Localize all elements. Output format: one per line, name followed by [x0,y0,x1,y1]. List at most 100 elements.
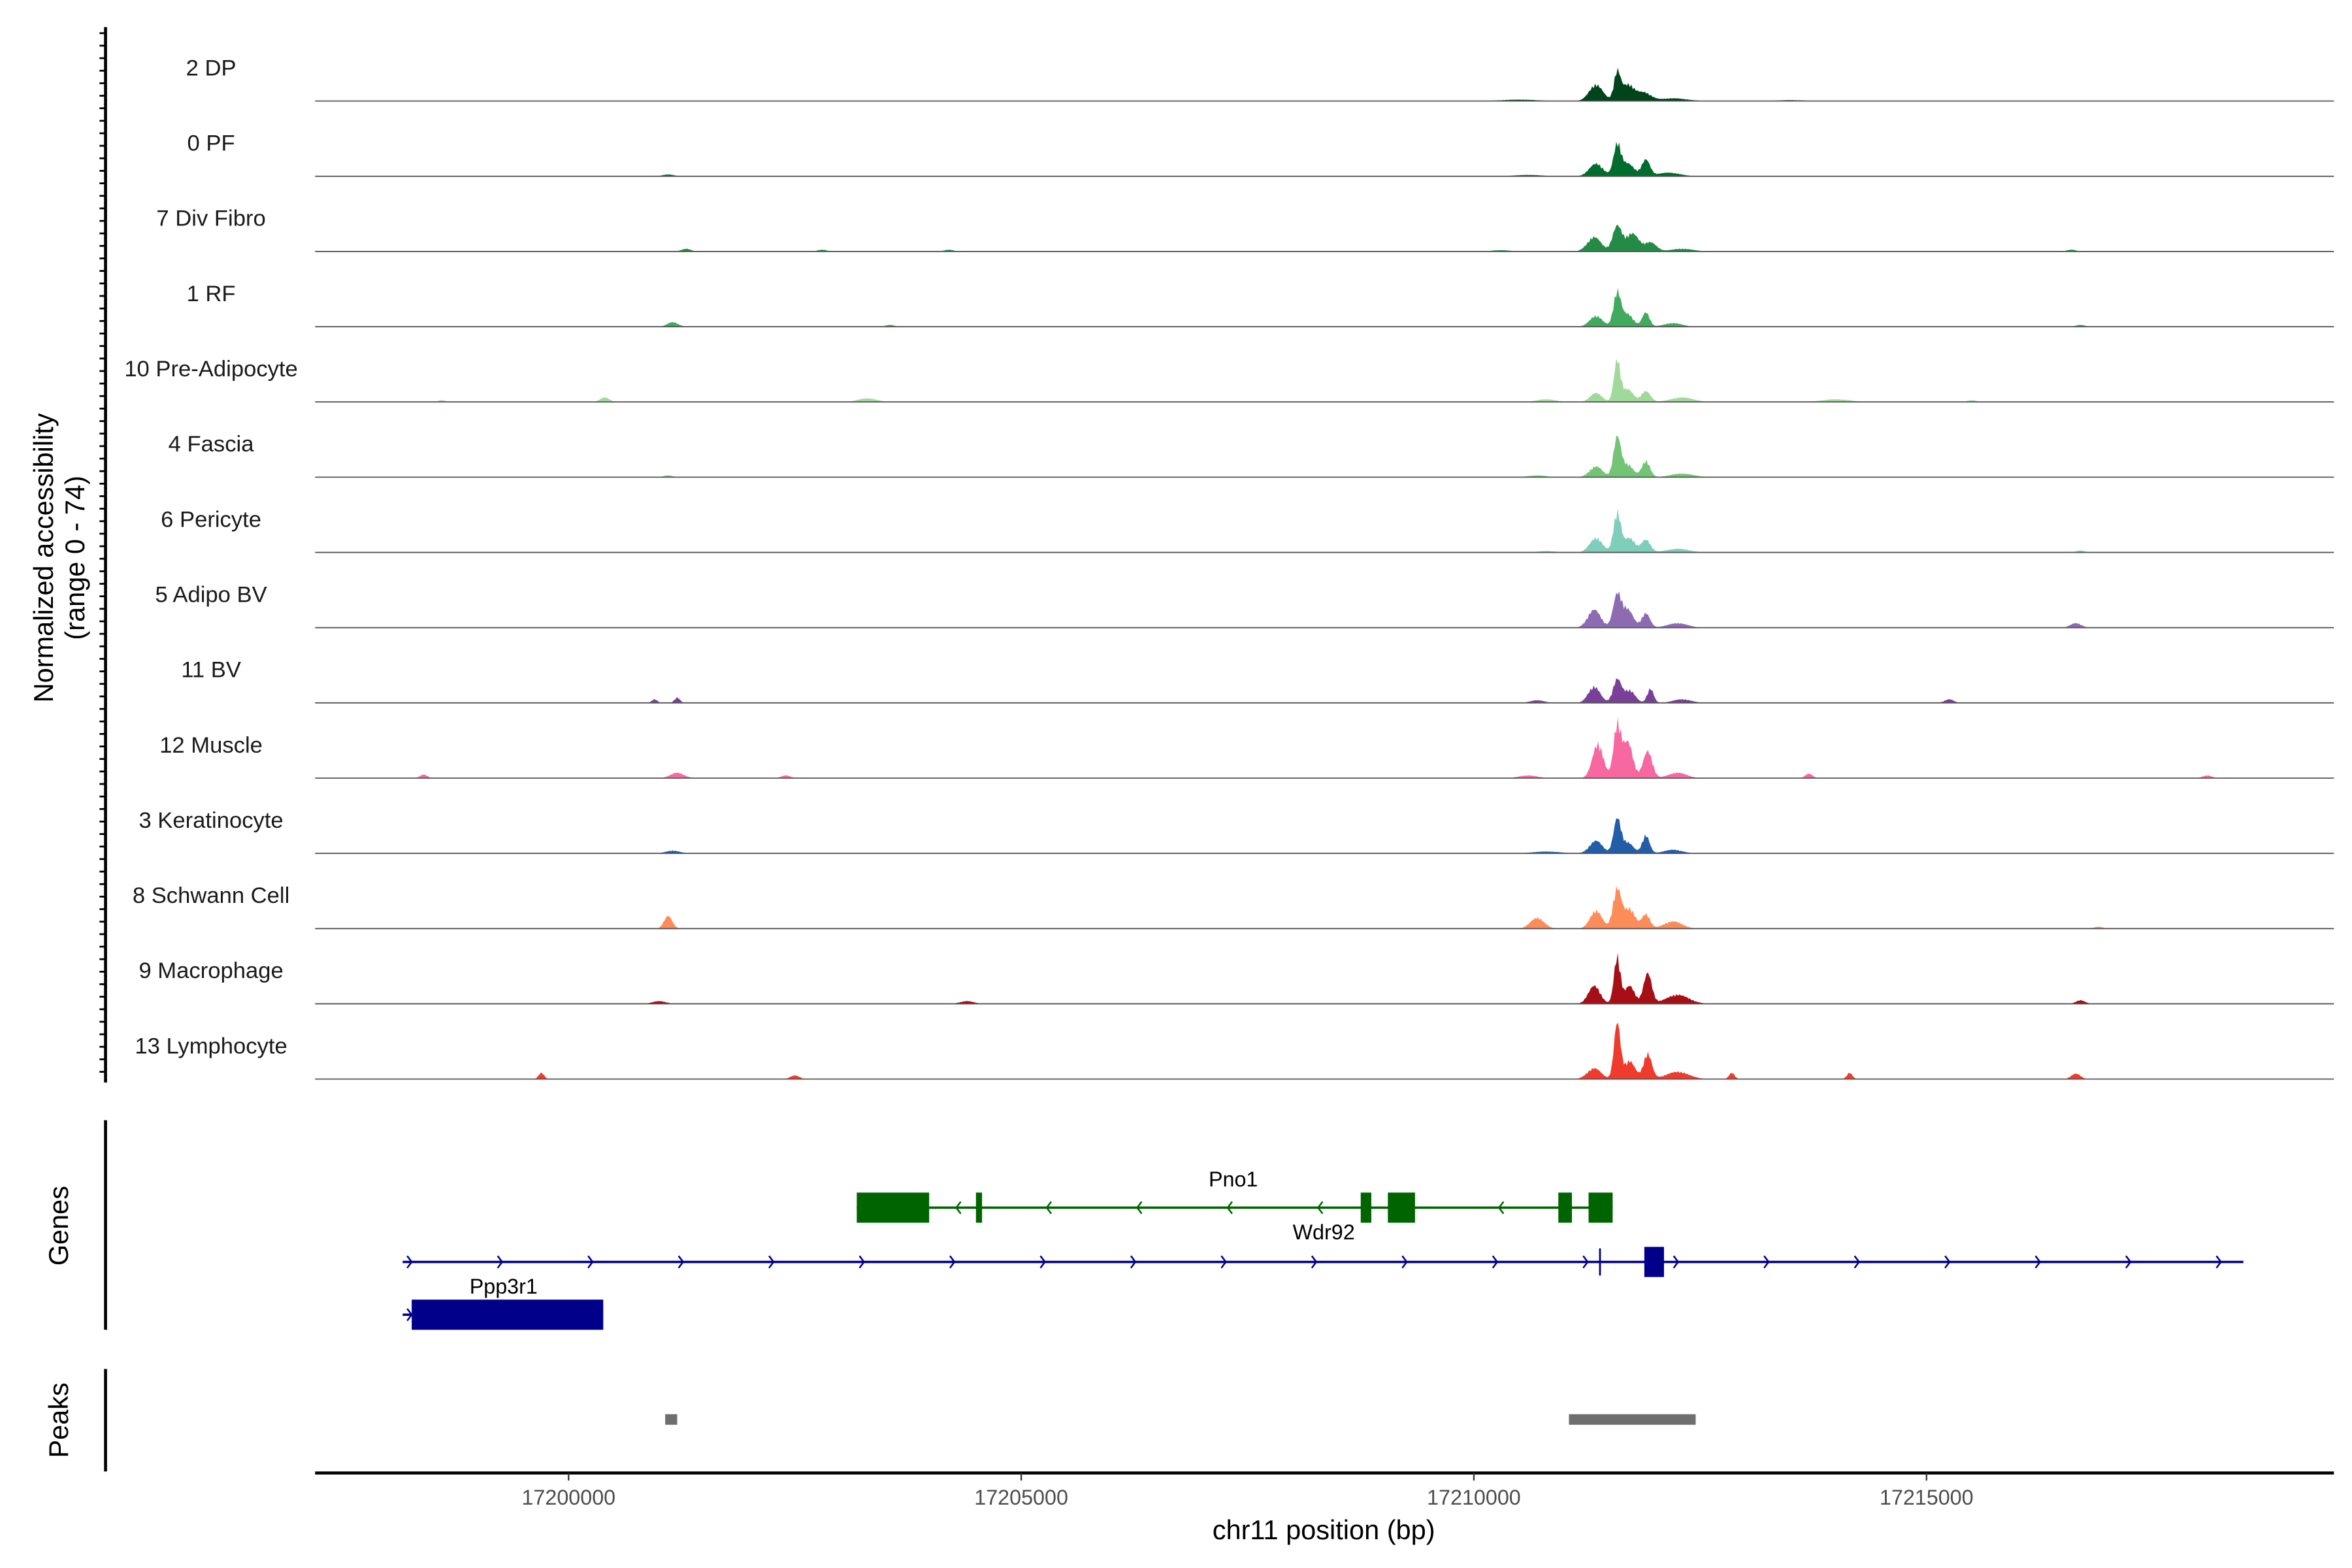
gene-ppp3r1: Ppp3r1 [402,1275,604,1330]
strand-arrow-right-icon [1944,1255,1951,1269]
strand-arrow-right-icon [406,1255,413,1269]
strand-arrow-right-icon [1130,1255,1137,1269]
strand-arrow-right-icon [2215,1255,2222,1269]
coverage-tracks: 2 DP 0 PF 7 Div Fibro 1 RF 10 Pre-Adipocyte 4… [124,56,2334,1080]
strand-arrow-right-icon [1401,1255,1408,1269]
strand-arrow-right-icon [1311,1255,1318,1269]
strand-arrow-left-icon [1045,1201,1053,1215]
track-6-pericyte: 6 Pericyte [161,507,2334,553]
strand-arrow-left-icon [1497,1201,1505,1215]
track-7-div-fibro: 7 Div Fibro [156,206,2334,252]
strand-arrow-right-icon [2034,1255,2042,1269]
peak-region [665,1414,678,1425]
strand-arrow-right-icon [1492,1255,1499,1269]
track-12-muscle: 12 Muscle [159,717,2334,779]
y-axis-ticks [99,32,106,1073]
coverage-area [315,591,2334,628]
coverage-area [315,358,2334,402]
strand-arrow-right-icon [497,1255,504,1269]
track-label: 12 Muscle [159,733,263,758]
strand-arrow-left-icon [955,1201,962,1215]
strand-arrow-right-icon [1220,1255,1227,1269]
strand-arrow-right-icon [1039,1255,1046,1269]
track-label: 5 Adipo BV [155,582,267,607]
peak-region [1569,1414,1696,1425]
coverage-area [315,886,2334,929]
x-tick-label: 17210000 [1427,1486,1521,1509]
gene-track: Pno1 Wdr92 Ppp3r1 [402,1168,2244,1330]
track-8-schwann-cell: 8 Schwann Cell [133,883,2334,930]
track-1-rf: 1 RF [187,282,2334,327]
track-4-fascia: 4 Fascia [169,432,2334,478]
track-label: 9 Macrophage [139,958,283,983]
coverage-area [315,818,2334,854]
exon [1360,1192,1371,1223]
strand-arrow-left-icon [1135,1201,1143,1215]
strand-arrow-left-icon [1316,1201,1324,1215]
gene-pno1: Pno1 [857,1168,1613,1223]
track-label: 2 DP [186,56,237,80]
track-label: 10 Pre-Adipocyte [124,357,298,382]
x-axis-title: chr11 position (bp) [1213,1514,1435,1545]
strand-arrow-right-icon [406,1308,413,1322]
track-label: 1 RF [187,282,236,306]
track-9-macrophage: 9 Macrophage [139,953,2334,1005]
exon [857,1192,930,1223]
track-label: 7 Div Fibro [156,206,265,231]
strand-arrow-right-icon [1673,1255,1680,1269]
coverage-area [315,67,2334,101]
exon [1644,1247,1664,1277]
strand-arrow-right-icon [678,1255,685,1269]
strand-arrow-right-icon [858,1255,866,1269]
track-10-pre-adipocyte: 10 Pre-Adipocyte [124,357,2334,403]
track-label: 8 Schwann Cell [133,883,289,908]
strand-arrow-right-icon [1854,1255,1861,1269]
track-label: 11 BV [181,658,241,683]
exon [1599,1248,1601,1276]
strand-arrow-right-icon [768,1255,775,1269]
exon [1558,1192,1573,1223]
gene-wdr92: Wdr92 [402,1220,2244,1277]
x-tick-label: 17200000 [521,1486,615,1509]
track-11-bv: 11 BV [181,658,2334,704]
genes-track-label: Genes [43,1186,74,1266]
strand-arrow-right-icon [1763,1255,1770,1269]
peak-track [665,1414,1696,1425]
strand-arrow-left-icon [1226,1201,1233,1215]
coverage-area [315,508,2334,553]
strand-arrow-right-icon [587,1255,594,1269]
track-0-pf: 0 PF [188,131,2334,177]
exon [412,1299,604,1330]
track-label: 6 Pericyte [161,507,261,532]
exon [1588,1192,1613,1223]
exon [975,1192,983,1223]
x-tick-label: 17205000 [974,1486,1068,1509]
coverage-area [315,435,2334,478]
coverage-area [315,717,2334,778]
strand-arrow-right-icon [2125,1255,2132,1269]
track-label: 13 Lymphocyte [135,1034,287,1058]
track-13-lymphocyte: 13 Lymphocyte [135,1022,2334,1080]
track-label: 4 Fascia [169,432,255,457]
track-3-keratinocyte: 3 Keratinocyte [139,808,2334,855]
gene-label: Ppp3r1 [470,1275,538,1298]
coverage-area [315,224,2334,252]
peaks-track-label: Peaks [43,1382,74,1458]
coverage-area [315,1022,2334,1079]
track-label: 3 Keratinocyte [139,808,283,833]
x-tick-label: 17215000 [1880,1486,1974,1509]
gene-label: Pno1 [1209,1168,1258,1191]
y-axis-subtitle: (range 0 - 74) [59,476,90,640]
track-label: 0 PF [188,131,235,156]
gene-label: Wdr92 [1293,1220,1355,1244]
track-5-adipo-bv: 5 Adipo BV [155,582,2334,629]
exon [1388,1192,1415,1223]
strand-arrow-right-icon [949,1255,956,1269]
coverage-area [315,678,2334,703]
track-2-dp: 2 DP [186,56,2334,102]
y-axis-title: Normalized accessibility [28,413,59,702]
x-axis-ticks: 17200000 17205000 17210000 17215000 [521,1473,1974,1509]
strand-arrow-right-icon [1582,1255,1589,1269]
coverage-area [315,287,2334,327]
